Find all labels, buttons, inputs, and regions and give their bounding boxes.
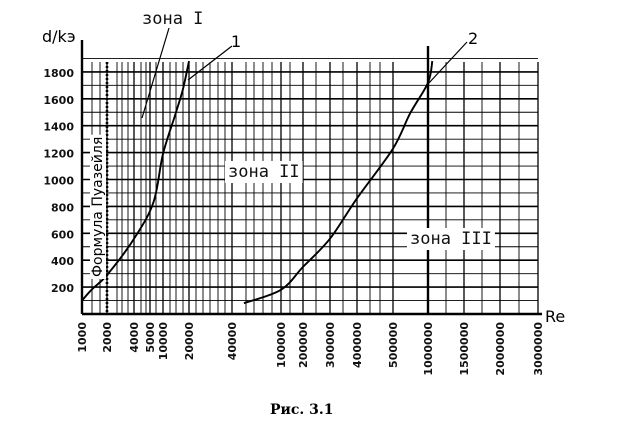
zone-1-leader-line	[141, 27, 170, 119]
zone-3-label: зона III	[410, 229, 492, 249]
x-tick-label: 10000	[157, 322, 170, 361]
series-1-line	[81, 60, 190, 302]
series-2-line	[243, 60, 434, 305]
y-tick-label: 600	[51, 228, 74, 241]
x-tick-label: 1000	[76, 322, 89, 353]
x-tick-label: 500000	[387, 322, 400, 368]
curve-2-leader-line	[427, 41, 468, 85]
chart-axes	[80, 40, 542, 316]
chart-tick-labels: 200 400 600 800 1000 1200 1400 1600 1800 1000 2000…	[43, 67, 545, 376]
y-tick-label: 400	[51, 255, 74, 268]
zone-1-label: зона I	[142, 9, 203, 29]
chart-grid	[81, 46, 539, 314]
x-tick-label: 5000	[144, 322, 157, 353]
zone-3-label-background	[407, 228, 495, 250]
y-tick-label: 1600	[43, 94, 74, 107]
y-tick-label: 200	[51, 282, 74, 295]
chart-series	[81, 60, 434, 305]
y-tick-label: 1000	[43, 175, 74, 188]
x-tick-label: 100000	[275, 322, 288, 368]
figure-caption: Рис. 3.1	[270, 402, 334, 418]
zone-2-label-background	[225, 161, 303, 183]
y-tick-label: 1200	[43, 148, 74, 161]
x-tick-label: 2000000	[494, 322, 507, 376]
x-tick-label: 1500000	[458, 322, 471, 376]
poiseuille-formula-label-background	[90, 134, 106, 279]
x-tick-label: 40000	[226, 322, 239, 361]
x-tick-label: 4000	[128, 322, 141, 353]
curve-1-label: 1	[231, 32, 241, 51]
y-tick-label: 1800	[43, 67, 74, 80]
x-tick-label: 3000000	[532, 322, 545, 376]
curve-2-label: 2	[468, 29, 478, 48]
curve-1-leader-line	[187, 45, 233, 81]
callouts	[141, 27, 468, 119]
poiseuille-formula-label: Формула Пуазейля	[90, 137, 106, 277]
y-tick-label: 800	[51, 201, 74, 214]
x-tick-label: 1000000	[422, 322, 435, 376]
x-tick-label: 2000	[101, 322, 114, 353]
x-tick-label: 300000	[324, 322, 337, 368]
y-axis-label: d/kэ	[42, 27, 76, 46]
x-tick-label: 200000	[297, 322, 310, 368]
x-tick-label: 20000	[183, 322, 196, 361]
y-tick-label: 1400	[43, 121, 74, 134]
zone-2-label: зона II	[228, 162, 300, 182]
x-axis-label: Re	[545, 307, 565, 326]
x-tick-label: 400000	[351, 322, 364, 368]
